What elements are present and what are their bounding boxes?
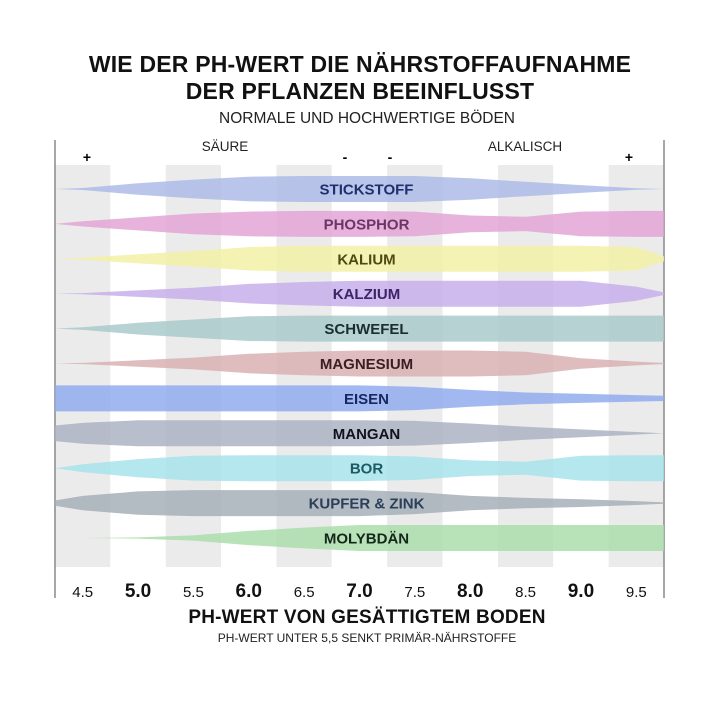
nutrient-band [55, 315, 664, 342]
nutrient-band [55, 280, 664, 307]
x-tick-label: 5.5 [183, 584, 204, 601]
nutrient-labels-group: STICKSTOFF PHOSPHOR KALIUM KALZIUM SCHWEFEL M… [309, 182, 425, 548]
nutrient-label: PHOSPHOR [324, 216, 410, 233]
x-tick-label: 6.0 [236, 581, 262, 602]
neutral-minus-marker-2: - [388, 149, 393, 165]
nutrient-label: MANGAN [333, 426, 401, 443]
chart-title-line-1: WIE DER PH-WERT DIE NÄHRSTOFFAUFNAHME [88, 51, 632, 77]
alkaline-plus-marker: + [625, 149, 633, 165]
nutrient-label: SCHWEFEL [324, 321, 408, 338]
alkaline-label: ALKALISCH [488, 139, 562, 154]
nutrient-band [55, 385, 664, 412]
nutrient-label: STICKSTOFF [320, 182, 414, 199]
chart-title-line-2: DER PFLANZEN BEEINFLUSST [185, 78, 535, 104]
nutrient-band [55, 176, 664, 202]
nutrient-band [55, 490, 664, 517]
x-tick-labels: 4.5 5.0 5.5 6.0 6.5 7.0 7.5 8.0 8.5 9.0 9.5 [72, 581, 646, 602]
x-tick-label: 8.5 [515, 584, 536, 601]
nutrient-band [55, 525, 664, 551]
acid-plus-marker: + [83, 149, 91, 165]
x-tick-label: 6.5 [294, 584, 315, 601]
x-tick-label: 8.0 [457, 581, 483, 602]
nutrient-label: MAGNESIUM [320, 356, 413, 373]
x-tick-label: 5.0 [125, 581, 151, 602]
nutrient-label: BOR [350, 461, 384, 478]
nutrient-label: EISEN [344, 391, 389, 408]
nutrient-label: KALZIUM [333, 286, 401, 303]
nutrient-label: KALIUM [337, 251, 395, 268]
chart-subtitle: NORMALE UND HOCHWERTIGE BÖDEN [219, 110, 515, 127]
x-tick-label: 4.5 [72, 584, 93, 601]
x-axis-note: PH-WERT UNTER 5,5 SENKT PRIMÄR-NÄHRSTOFF… [217, 631, 517, 645]
nutrient-band [55, 420, 664, 447]
x-tick-label: 7.5 [404, 584, 425, 601]
acid-label: SÄURE [202, 139, 249, 154]
nutrient-series-group [55, 176, 664, 551]
nutrient-band [55, 350, 664, 377]
x-axis-title: PH-WERT VON GESÄTTIGTEM BODEN [188, 607, 546, 628]
x-tick-label: 9.5 [626, 584, 647, 601]
nutrient-label: KUPFER & ZINK [309, 496, 425, 513]
nutrient-label: MOLYBDÄN [324, 531, 409, 548]
x-tick-label: 7.0 [346, 581, 372, 602]
neutral-minus-marker-1: - [343, 149, 348, 165]
nutrient-band [55, 245, 664, 272]
nutrient-band [55, 455, 664, 482]
nutrient-band [55, 210, 664, 237]
x-tick-label: 9.0 [568, 581, 594, 602]
